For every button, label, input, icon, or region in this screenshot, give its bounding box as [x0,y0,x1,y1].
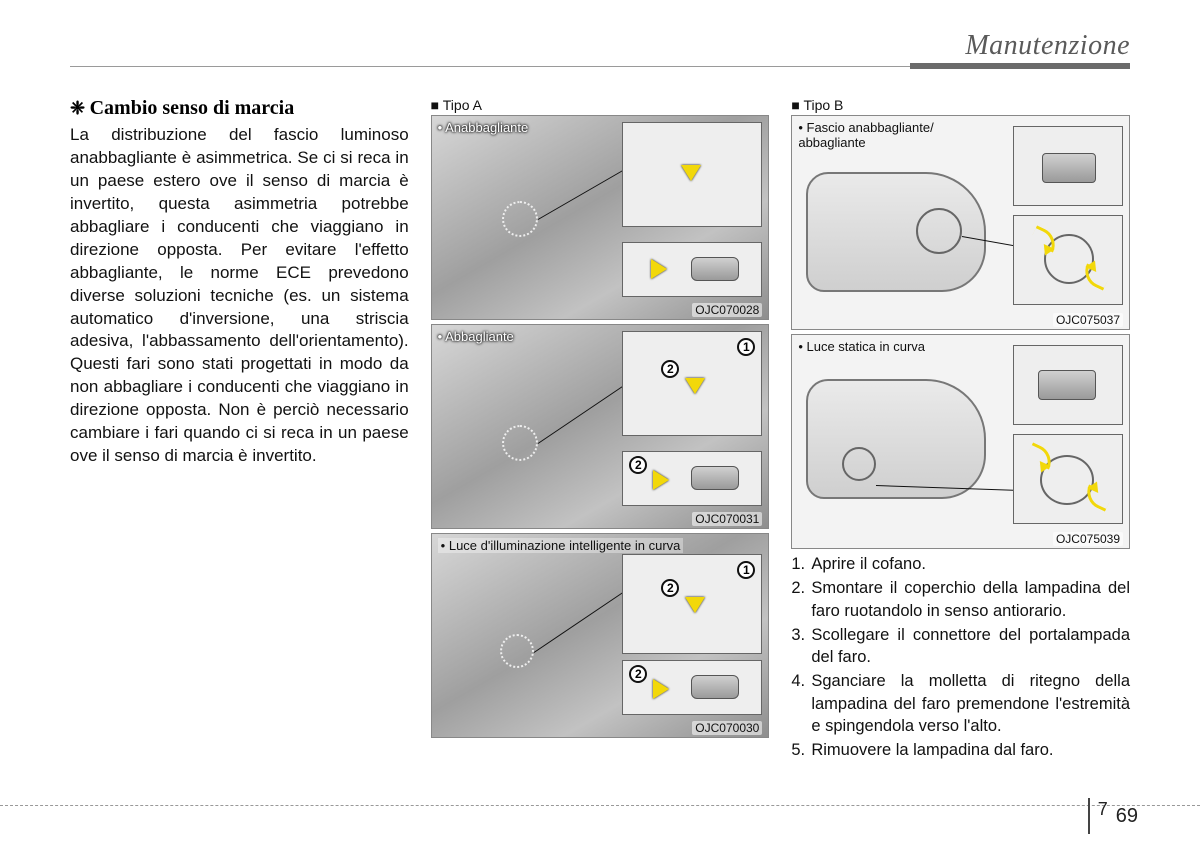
instruction-steps: 1.Aprire il cofano. 2.Smontare il coperc… [791,553,1130,761]
ornament-icon: ❈ [70,98,90,118]
callout-line [537,382,629,444]
connector-icon [1042,153,1096,183]
figure-tipo-a-abbagliante: • Abbagliante 1 2 2 OJC070031 [431,324,770,529]
arrow-right-icon [653,470,669,490]
step-text: Rimuovere la lampadina dal faro. [811,739,1130,761]
step-badge-2: 2 [661,579,679,597]
step-number: 4. [791,670,811,737]
body-paragraph: La distribuzione del fascio luminoso ana… [70,124,409,468]
figure-tipo-b-curva: • Luce statica in curva OJC075039 [791,334,1130,549]
step-badge-2: 2 [629,665,647,683]
figure-code: OJC075037 [1053,313,1123,327]
figure-inset-bulb: 2 [622,660,762,715]
step-badge-1: 1 [737,561,755,579]
headlight-outline [806,172,986,292]
figure-caption: • Anabbagliante [438,120,529,135]
step-row: 3.Scollegare il connettore del portalamp… [791,624,1130,669]
callout-circle [500,634,534,668]
figure-code: OJC075039 [1053,532,1123,546]
callout-line [533,587,630,653]
page-number-value: 69 [1114,805,1138,828]
middle-column: Tipo A • Anabbagliante OJC070028 [431,97,770,763]
arrow-right-icon [653,679,669,699]
callout-circle [502,425,538,461]
figure-inset: 1 2 [622,554,762,654]
step-row: 4.Sganciare la molletta di ritegno della… [791,670,1130,737]
page-number: 7 69 [1088,798,1138,834]
figure-inset: 1 2 [622,331,762,436]
section-subhead: ❈ Cambio senso di marcia [70,97,409,120]
figure-code: OJC070031 [692,512,762,526]
figure-tipo-a-curva: • Luce d'illuminazione intelligente in c… [431,533,770,738]
step-row: 1.Aprire il cofano. [791,553,1130,575]
step-badge-2: 2 [661,360,679,378]
figure-tipo-b-fascio: • Fascio anabbagliante/ abbagliante OJC0… [791,115,1130,330]
arrow-down-icon [685,597,705,613]
figure-inset-rotate [1013,215,1123,305]
chapter-number: 7 [1090,799,1114,834]
figure-inset-bulb: 2 [622,451,762,506]
bulb-icon [691,257,739,281]
subhead-text: Cambio senso di marcia [90,97,295,119]
figure-caption: • Fascio anabbagliante/ abbagliante [798,120,933,150]
footer-dashed-rule [0,805,1200,806]
step-row: 5.Rimuovere la lampadina dal faro. [791,739,1130,761]
callout-line [537,164,633,220]
step-number: 3. [791,624,811,669]
left-column: ❈ Cambio senso di marcia La distribuzion… [70,97,409,763]
bulb-icon [691,675,739,699]
headlight-outline [806,379,986,499]
step-badge-2: 2 [629,456,647,474]
type-a-label: Tipo A [431,97,770,113]
type-b-label: Tipo B [791,97,1130,113]
bulb-icon [691,466,739,490]
figure-inset-bulb [622,242,762,297]
step-text: Aprire il cofano. [811,553,1130,575]
figure-caption: • Abbagliante [438,329,514,344]
step-text: Sganciare la molletta di ritegno della l… [811,670,1130,737]
three-column-layout: ❈ Cambio senso di marcia La distribuzion… [70,97,1130,763]
figure-inset-connector [1013,345,1123,425]
figure-caption: • Luce d'illuminazione intelligente in c… [438,538,684,553]
figure-code: OJC070028 [692,303,762,317]
step-text: Scollegare il connettore del portalampad… [811,624,1130,669]
figure-code: OJC070030 [692,721,762,735]
figure-tipo-a-anabbagliante: • Anabbagliante OJC070028 [431,115,770,320]
callout-circle [502,201,538,237]
arrow-down-icon [681,165,701,181]
right-column: Tipo B • Fascio anabbagliante/ abbaglian… [791,97,1130,763]
step-number: 2. [791,577,811,622]
header-accent-bar [910,63,1130,69]
step-badge-1: 1 [737,338,755,356]
arrow-down-icon [685,378,705,394]
lamp-socket [916,208,962,254]
figure-inset [622,122,762,227]
lamp-socket [842,447,876,481]
step-number: 5. [791,739,811,761]
arrow-right-icon [651,259,667,279]
step-text: Smontare il coperchio della lampadina de… [811,577,1130,622]
figure-caption: • Luce statica in curva [798,339,925,354]
chapter-title: Manutenzione [965,30,1130,61]
step-number: 1. [791,553,811,575]
page-header: Manutenzione [70,30,1130,67]
figure-inset-connector [1013,126,1123,206]
connector-icon [1038,370,1096,400]
figure-inset-rotate [1013,434,1123,524]
step-row: 2.Smontare il coperchio della lampadina … [791,577,1130,622]
